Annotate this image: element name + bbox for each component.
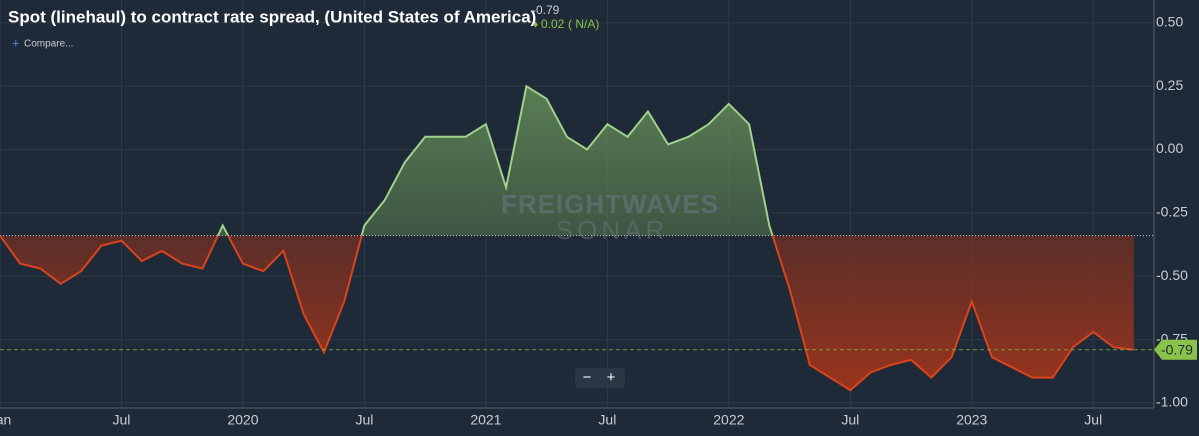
watermark: FREIGHTWAVES xyxy=(501,189,719,219)
area-above xyxy=(0,86,1134,236)
x-tick-label: Jul xyxy=(355,412,373,428)
y-tick-label: -1.00 xyxy=(1156,394,1188,410)
x-tick-label: Jul xyxy=(841,412,859,428)
y-tick-label: -0.25 xyxy=(1156,204,1188,220)
y-tick-label: 0.00 xyxy=(1156,140,1183,156)
last-value-label: -0.79 xyxy=(1161,341,1193,357)
y-tick-label: 0.25 xyxy=(1156,77,1183,93)
zoom-controls xyxy=(575,368,625,388)
compare-icon[interactable]: + xyxy=(12,35,20,50)
header-value: -0.79 xyxy=(532,3,560,17)
zoom-in[interactable]: + xyxy=(607,369,616,386)
x-tick-label: 2020 xyxy=(227,412,258,428)
y-tick-label: 0.50 xyxy=(1156,14,1183,30)
y-tick-label: -0.50 xyxy=(1156,267,1188,283)
compare-link[interactable]: Compare... xyxy=(24,39,73,50)
line-below xyxy=(0,235,1134,392)
change-value: 0.02 xyxy=(541,17,565,31)
x-tick-label: Jul xyxy=(1084,412,1102,428)
x-tick-label: 2021 xyxy=(470,412,501,428)
change-icon: ♦ xyxy=(533,20,538,31)
x-tick-label: Jul xyxy=(598,412,616,428)
change-note: ( N/A) xyxy=(568,17,599,31)
line-above xyxy=(0,84,774,236)
chart-title: Spot (linehaul) to contract rate spread,… xyxy=(8,7,536,26)
zoom-out[interactable]: − xyxy=(583,369,592,386)
area-below xyxy=(0,235,1134,391)
watermark: SONAR xyxy=(556,215,668,245)
x-tick-label: 2022 xyxy=(713,412,744,428)
x-tick-label: Jul xyxy=(113,412,131,428)
axis-panel xyxy=(1154,0,1199,436)
x-tick-label: 2023 xyxy=(956,412,987,428)
last-value-box xyxy=(1154,339,1197,360)
x-tick-label: Jan xyxy=(0,412,11,428)
